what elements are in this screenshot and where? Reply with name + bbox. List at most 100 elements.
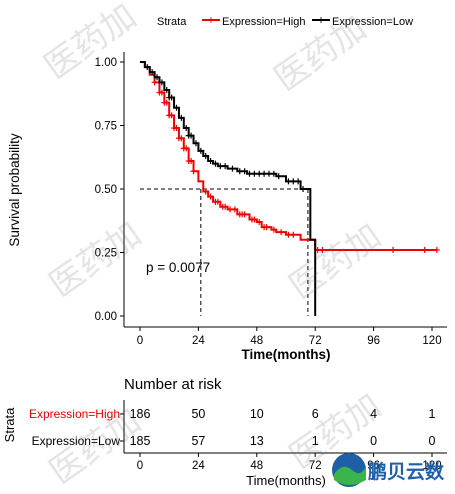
risk-table-cell: 4 — [370, 407, 377, 421]
censor-mark-high — [168, 112, 175, 119]
p-value-annotation: p = 0.0077 — [146, 260, 210, 275]
legend: Strata + Expression=High + Expression=Lo… — [157, 13, 413, 28]
risk-table-cell: 13 — [250, 434, 264, 448]
median-lines — [140, 188, 309, 316]
censor-mark-low — [300, 186, 307, 192]
legend-swatch-high-mark: + — [207, 13, 214, 27]
risk-table-title: Number at risk — [124, 376, 222, 393]
y-tick-label: 0.50 — [95, 184, 117, 196]
x-ticks: 0 24 48 72 96 120 — [137, 327, 442, 347]
risk-x-tick-label: 120 — [422, 460, 441, 472]
risk-x-tick-label: 24 — [192, 460, 205, 472]
y-tick-label: 0.75 — [95, 121, 117, 133]
risk-table-cell: 6 — [312, 407, 319, 421]
risk-table-strata-label: Strata — [2, 407, 17, 442]
censor-mark-low — [178, 114, 185, 121]
censor-mark-high — [251, 216, 258, 223]
y-tick-label: 0.25 — [95, 248, 117, 260]
y-tick-label: 1.00 — [95, 57, 117, 69]
censor-mark-low — [270, 170, 277, 177]
risk-row-label-low: Expression=Low — [32, 434, 121, 448]
censor-mark-high — [207, 193, 214, 200]
risk-row-label-high: Expression=High — [29, 407, 120, 421]
risk-table-cell: 0 — [429, 434, 436, 448]
censor-mark-high — [188, 158, 195, 165]
censor-mark-high — [421, 246, 428, 253]
risk-x-ticks: 0 24 48 72 96 120 — [137, 453, 442, 472]
censor-mark-high — [202, 188, 209, 195]
logo: 鹏贝云数 — [332, 453, 445, 487]
x-tick-label: 120 — [422, 335, 441, 347]
legend-swatch-low-mark: + — [317, 13, 324, 27]
censor-mark-low — [229, 165, 236, 172]
legend-label-high: Expression=High — [222, 16, 305, 28]
censor-mark-low — [183, 125, 190, 132]
censor-mark-high — [214, 198, 221, 205]
censor-mark-high — [390, 246, 397, 253]
censor-mark-high — [190, 168, 197, 175]
risk-table-cell: 186 — [130, 407, 151, 421]
censor-mark-low — [207, 158, 214, 165]
censor-mark-high — [173, 125, 180, 132]
censor-mark-high — [163, 99, 170, 106]
censor-mark-low — [275, 173, 282, 180]
censor-mark-low — [158, 79, 165, 86]
x-tick-label: 24 — [192, 335, 205, 347]
logo-wave-icon — [334, 466, 366, 485]
censor-mark-high — [231, 206, 238, 213]
censor-mark-low — [241, 168, 248, 175]
risk-table-cell: 0 — [370, 434, 377, 448]
censor-mark-high — [178, 135, 185, 142]
censor-mark-low — [222, 163, 229, 170]
censor-mark-low — [197, 147, 204, 154]
censor-mark-high — [256, 219, 263, 226]
km-plot: 0.00 0.25 0.50 0.75 1.00 0 24 48 72 96 120 Surviv… — [7, 52, 447, 362]
censor-mark-low — [144, 64, 151, 71]
censor-mark-low — [192, 140, 199, 147]
watermark: 医药加 — [42, 214, 148, 305]
watermark: 医药加 — [37, 0, 143, 87]
censor-mark-low — [173, 104, 180, 111]
censor-mark-low — [202, 152, 209, 159]
risk-x-tick-label: 72 — [309, 460, 322, 472]
censor-mark-high — [290, 231, 297, 238]
y-tick-label: 0.00 — [95, 311, 117, 323]
censor-mark-high — [151, 79, 158, 86]
censor-mark-low — [295, 178, 302, 185]
censor-mark-high — [222, 203, 229, 210]
watermark: 医药加 — [282, 216, 388, 307]
censor-mark-low — [154, 74, 161, 81]
x-tick-label: 72 — [309, 335, 322, 347]
x-tick-label: 0 — [137, 335, 143, 347]
y-ticks: 0.00 0.25 0.50 0.75 1.00 — [95, 57, 124, 323]
x-tick-label: 96 — [367, 335, 380, 347]
risk-table-cell: 57 — [191, 434, 205, 448]
legend-label-low: Expression=Low — [332, 16, 413, 28]
censor-mark-high — [270, 226, 277, 233]
x-tick-label: 48 — [250, 335, 263, 347]
censor-mark-high — [263, 224, 270, 231]
risk-table-cell: 1 — [312, 434, 319, 448]
censor-mark-high — [433, 246, 440, 253]
censor-mark-high — [319, 246, 326, 253]
y-axis-title: Survival probability — [7, 133, 22, 247]
survival-curves — [140, 61, 440, 316]
risk-table-cell: 10 — [250, 407, 264, 421]
risk-x-tick-label: 0 — [137, 460, 143, 472]
censor-mark-high — [183, 145, 190, 152]
censor-mark-high — [158, 89, 165, 96]
censor-mark-low — [188, 132, 195, 139]
risk-table: Number at risk Strata Expression=High 186… — [2, 376, 447, 488]
risk-x-tick-label: 96 — [367, 460, 380, 472]
logo-text: 鹏贝云数 — [368, 460, 445, 483]
censor-mark-high — [278, 229, 285, 236]
censor-mark-high — [241, 211, 248, 218]
risk-table-x-title: Time(months) — [246, 473, 326, 488]
risk-table-cell: 1 — [429, 407, 436, 421]
censor-mark-low — [163, 86, 170, 93]
risk-table-cell: 185 — [130, 434, 151, 448]
risk-x-tick-label: 48 — [250, 460, 263, 472]
censor-mark-low — [212, 160, 219, 167]
